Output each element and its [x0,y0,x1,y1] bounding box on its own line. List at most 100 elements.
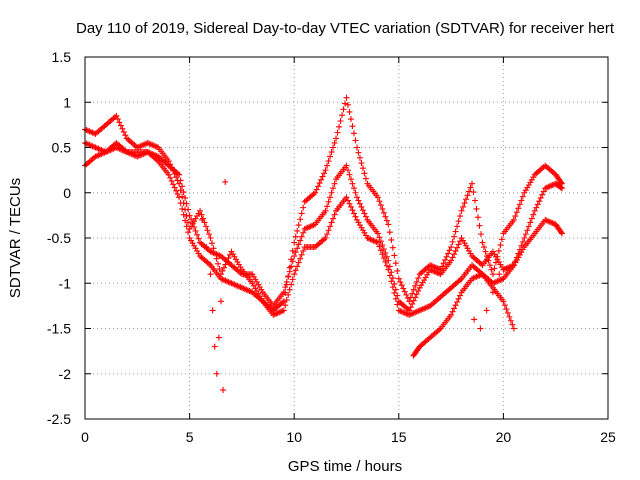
data-point [173,187,180,194]
data-point [409,290,416,297]
data-point [485,257,492,264]
data-point [358,203,365,210]
data-point [203,244,210,251]
data-point [185,229,192,236]
data-point [120,128,127,135]
data-point [291,253,298,260]
data-point [395,275,402,282]
data-point [379,242,386,249]
data-point [182,217,189,224]
data-point [197,207,204,214]
data-point [361,210,368,217]
data-point [392,286,399,293]
data-point [461,200,468,207]
data-point [380,245,387,252]
data-point [410,286,417,293]
data-point [452,228,459,235]
data-point [406,298,413,305]
data-point [445,250,452,257]
data-point [386,272,393,279]
data-point [298,210,305,217]
data-point [394,292,401,299]
data-point [325,158,332,165]
data-point [288,281,295,288]
data-point [289,247,296,254]
x-tick-label: 0 [81,429,89,445]
x-tick-label: 5 [186,429,194,445]
y-tick-label: -1 [59,275,72,291]
data-point [446,247,453,254]
data-point [198,211,205,218]
data-point [210,245,217,252]
data-point [220,264,227,271]
data-point [330,185,337,192]
y-tick-label: 1 [63,94,71,110]
data-point [285,273,292,280]
data-point [392,295,399,302]
data-point [342,100,349,107]
data-point [324,162,331,169]
data-point [174,191,181,198]
data-point [362,213,369,220]
data-point [388,269,395,276]
data-point [536,198,543,205]
data-point [385,266,392,273]
y-tick-label: -0.5 [47,230,71,246]
data-point [540,188,547,195]
data-point [504,309,511,316]
data-point [173,174,180,181]
data-point [327,194,334,201]
data-point [168,164,175,171]
data-point [119,125,126,132]
data-point [442,256,449,263]
data-point [167,161,174,168]
data-point [219,267,226,274]
data-point [300,204,307,211]
data-point [382,213,389,220]
data-point [286,286,293,293]
y-tick-label: -2 [59,366,72,382]
data-point [527,219,534,226]
data-point [346,171,353,178]
data-point [117,122,124,129]
data-point [500,298,507,305]
data-point [182,206,189,213]
data-point [439,263,446,270]
y-tick-label: 0.5 [52,140,72,156]
data-point [192,227,199,234]
data-point [382,258,389,265]
data-point [315,183,322,190]
data-point [452,302,459,309]
data-point [388,278,395,285]
data-point [333,135,340,142]
data-point [358,160,365,167]
data-point [349,123,356,130]
data-point [410,297,417,304]
data-point [324,203,331,210]
data-point [346,200,353,207]
data-point [336,123,343,130]
data-point [344,101,351,108]
data-point [182,194,189,201]
data-point [389,244,396,251]
data-points [82,94,565,394]
data-point [383,217,390,224]
data-point [283,297,290,304]
data-point [470,189,477,196]
data-point [355,149,362,156]
data-point [534,201,541,208]
data-point [374,239,381,246]
data-point [291,239,298,246]
data-point [176,180,183,187]
data-point [377,202,384,209]
data-point [455,241,462,248]
data-point [203,223,210,230]
data-point [183,200,190,207]
data-point [531,207,538,214]
data-point [353,144,360,151]
data-point [213,370,220,377]
data-point [379,205,386,212]
data-point [496,271,503,278]
